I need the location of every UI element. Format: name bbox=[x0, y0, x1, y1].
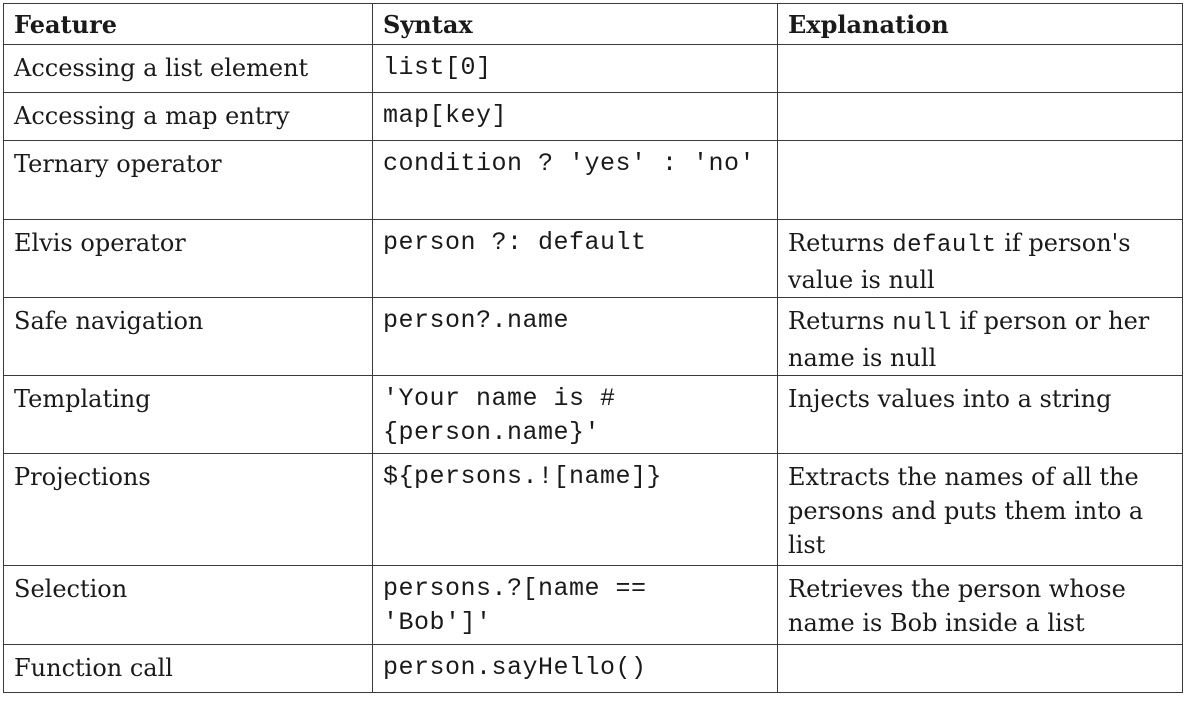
table-header-row: Feature Syntax Explanation bbox=[3, 3, 1183, 45]
explanation-text: Returns bbox=[788, 307, 893, 335]
header-feature: Feature bbox=[3, 3, 373, 45]
explanation-text: Extracts the names of all the persons an… bbox=[788, 463, 1144, 559]
syntax-cell: map[key] bbox=[372, 92, 778, 141]
explanation-cell bbox=[777, 92, 1183, 141]
syntax-cell: ${persons.![name]} bbox=[372, 453, 778, 566]
table-row: Selection persons.?[name == 'Bob']' Retr… bbox=[3, 565, 1183, 645]
explanation-cell bbox=[777, 44, 1183, 93]
explanation-text: Returns bbox=[788, 229, 893, 257]
table-row: Templating 'Your name is #{person.name}'… bbox=[3, 375, 1183, 454]
syntax-cell: 'Your name is #{person.name}' bbox=[372, 375, 778, 454]
header-explanation: Explanation bbox=[777, 3, 1183, 45]
explanation-cell bbox=[777, 644, 1183, 693]
syntax-cell: persons.?[name == 'Bob']' bbox=[372, 565, 778, 645]
feature-cell: Elvis operator bbox=[3, 219, 373, 298]
syntax-cell: list[0] bbox=[372, 44, 778, 93]
feature-cell: Templating bbox=[3, 375, 373, 454]
explanation-cell: Injects values into a string bbox=[777, 375, 1183, 454]
table-row: Safe navigation person?.name Returns nul… bbox=[3, 297, 1183, 376]
table-row: Function call person.sayHello() bbox=[3, 644, 1183, 693]
explanation-text-after: if person or her name is null bbox=[788, 307, 1150, 372]
feature-cell: Ternary operator bbox=[3, 140, 373, 220]
explanation-cell bbox=[777, 140, 1183, 220]
syntax-cell: person.sayHello() bbox=[372, 644, 778, 693]
syntax-cell: condition ? 'yes' : 'no' bbox=[372, 140, 778, 220]
explanation-text-after: if person's value is null bbox=[788, 229, 1131, 294]
table-row: Elvis operator person ?: default Returns… bbox=[3, 219, 1183, 298]
feature-cell: Accessing a map entry bbox=[3, 92, 373, 141]
syntax-reference-table: Feature Syntax Explanation Accessing a l… bbox=[3, 3, 1183, 693]
explanation-code: null bbox=[892, 310, 952, 337]
table-row: Accessing a list element list[0] bbox=[3, 44, 1183, 93]
explanation-text: Injects values into a string bbox=[788, 385, 1112, 413]
explanation-text: Retrieves the person whose name is Bob i… bbox=[788, 575, 1126, 637]
explanation-cell: Returns null if person or her name is nu… bbox=[777, 297, 1183, 376]
feature-cell: Function call bbox=[3, 644, 373, 693]
feature-cell: Projections bbox=[3, 453, 373, 566]
table-row: Accessing a map entry map[key] bbox=[3, 92, 1183, 141]
explanation-cell: Returns default if person's value is nul… bbox=[777, 219, 1183, 298]
feature-cell: Accessing a list element bbox=[3, 44, 373, 93]
syntax-reference-table-container: Feature Syntax Explanation Accessing a l… bbox=[3, 3, 1183, 693]
feature-cell: Safe navigation bbox=[3, 297, 373, 376]
syntax-cell: person ?: default bbox=[372, 219, 778, 298]
explanation-cell: Retrieves the person whose name is Bob i… bbox=[777, 565, 1183, 645]
header-syntax: Syntax bbox=[372, 3, 778, 45]
table-row: Ternary operator condition ? 'yes' : 'no… bbox=[3, 140, 1183, 220]
explanation-cell: Extracts the names of all the persons an… bbox=[777, 453, 1183, 566]
table-row: Projections ${persons.![name]} Extracts … bbox=[3, 453, 1183, 566]
explanation-code: default bbox=[892, 232, 997, 259]
syntax-cell: person?.name bbox=[372, 297, 778, 376]
feature-cell: Selection bbox=[3, 565, 373, 645]
